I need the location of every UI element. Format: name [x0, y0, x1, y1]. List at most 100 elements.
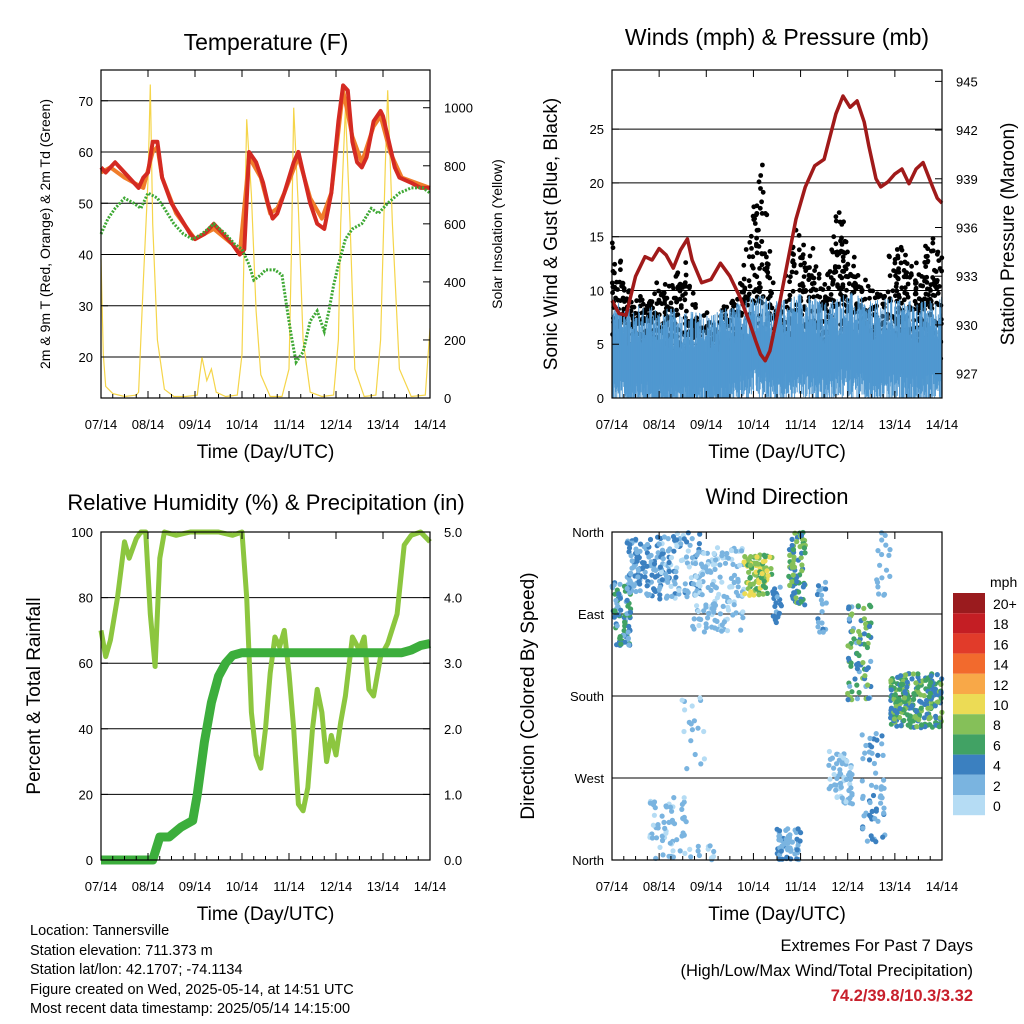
gust-point: [816, 275, 822, 281]
direction-point: [621, 628, 627, 634]
gust-point: [896, 266, 901, 271]
direction-point: [625, 629, 631, 635]
direction-point: [656, 541, 662, 547]
latest-timestamp: Most recent data timestamp: 2025/05/14 1…: [30, 1001, 351, 1017]
gust-point: [813, 287, 819, 293]
x-tick-label: 09/14: [179, 879, 212, 894]
direction-point: [677, 848, 683, 854]
direction-point: [717, 574, 723, 580]
y2-tick-label: 5.0: [444, 525, 462, 540]
direction-point: [773, 619, 779, 626]
direction-point: [790, 572, 796, 578]
gust-point: [810, 246, 816, 251]
direction-point: [756, 592, 762, 598]
direction-point: [647, 536, 654, 543]
gust-point: [756, 179, 762, 185]
direction-point: [875, 752, 881, 758]
direction-point: [644, 583, 650, 589]
direction-point: [881, 591, 888, 597]
direction-point: [663, 571, 669, 577]
x-axis-label: Time (Day/UTC): [197, 442, 335, 463]
gust-point: [817, 294, 823, 300]
y-tick-label: 15: [590, 230, 604, 245]
direction-point: [689, 703, 695, 709]
legend-swatch: [953, 593, 985, 614]
direction-point: [860, 795, 866, 802]
direction-point: [691, 718, 698, 724]
direction-point: [664, 593, 670, 599]
legend-swatch: [953, 694, 985, 715]
y2-axis-label: Station Pressure (Maroon): [998, 123, 1019, 346]
direction-point: [698, 616, 704, 623]
direction-point: [658, 569, 665, 576]
direction-point: [854, 666, 861, 672]
gust-point: [752, 272, 758, 278]
speed-legend: mph 20+ 18 16 14 12 10 8 6 4 2 0: [953, 574, 1017, 816]
direction-point: [789, 564, 795, 570]
direction-point: [627, 590, 633, 596]
direction-point: [869, 836, 876, 842]
gust-point: [760, 162, 765, 168]
direction-point: [798, 555, 804, 561]
gust-point: [657, 299, 662, 305]
direction-point: [681, 795, 687, 801]
y-axis-label: Sonic Wind & Gust (Blue, Black): [541, 98, 562, 370]
direction-point: [815, 619, 822, 626]
gust-point: [807, 253, 813, 259]
direction-point: [692, 560, 699, 567]
direction-point: [894, 723, 900, 729]
direction-point: [705, 615, 711, 621]
gust-point: [811, 280, 817, 286]
gust-point: [851, 254, 857, 260]
x-tick-label: 12/14: [320, 417, 353, 432]
direction-point: [843, 799, 849, 805]
legend-swatch: [953, 795, 985, 816]
direction-point: [714, 545, 721, 551]
direction-point: [826, 762, 832, 768]
direction-point: [737, 562, 743, 568]
direction-point: [802, 602, 808, 608]
direction-point: [676, 591, 682, 597]
x-tick-label: 12/14: [831, 879, 864, 894]
y-axis-left: 0 5 10 15 20 25 Sonic Wind & Gust (Blue, Black…: [541, 98, 619, 406]
gust-point: [765, 270, 771, 275]
gust-point: [796, 233, 802, 238]
y-tick-label: 30: [79, 299, 93, 314]
direction-point: [648, 552, 654, 559]
direction-point: [860, 825, 866, 831]
x-tick-label: 11/14: [273, 879, 305, 894]
direction-point: [779, 856, 785, 862]
direction-point: [762, 554, 768, 560]
direction-point: [711, 601, 718, 607]
direction-point: [659, 577, 665, 583]
gust-point: [851, 274, 857, 279]
direction-point: [637, 588, 643, 594]
direction-point: [758, 574, 764, 581]
gust-point: [936, 258, 942, 263]
gust-point: [898, 244, 904, 250]
direction-point: [847, 683, 853, 689]
direction-point: [712, 617, 718, 623]
direction-point: [838, 784, 844, 790]
direction-point: [934, 672, 940, 678]
gust-point: [844, 274, 850, 279]
direction-point: [772, 586, 778, 592]
direction-point: [786, 573, 792, 580]
gust-point: [752, 221, 758, 226]
direction-point: [725, 607, 732, 613]
direction-point: [878, 784, 885, 790]
x-tick-label: 11/14: [785, 879, 817, 894]
gust-point: [912, 298, 918, 304]
x-tick-label: 09/14: [690, 879, 723, 894]
gust-point: [759, 251, 765, 257]
legend-label: 16: [993, 636, 1009, 652]
direction-point: [683, 819, 689, 825]
direction-point: [697, 695, 703, 701]
gust-point: [704, 310, 710, 316]
direction-point: [655, 825, 661, 831]
direction-point: [661, 534, 668, 540]
direction-point: [688, 575, 695, 581]
direction-point: [614, 623, 620, 629]
direction-point: [726, 599, 733, 605]
direction-point: [918, 722, 925, 728]
